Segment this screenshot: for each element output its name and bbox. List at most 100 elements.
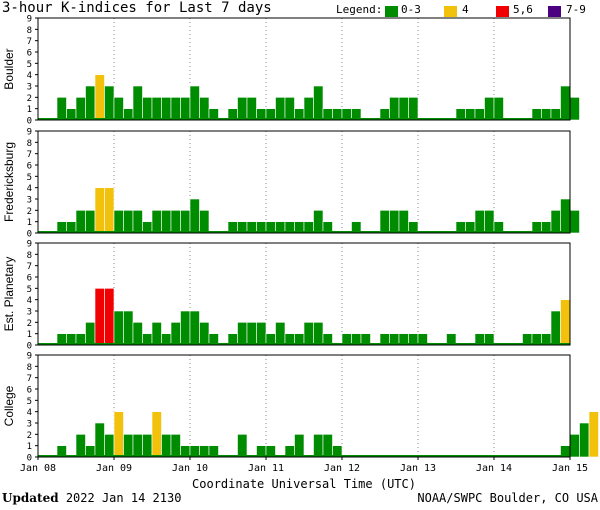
kp-bar (322, 434, 333, 458)
kp-bar (142, 97, 153, 121)
kp-bar (123, 434, 134, 458)
y-tick-label: 0 (27, 117, 32, 127)
kp-bar (85, 210, 96, 234)
kp-bar (484, 210, 495, 234)
y-tick-label: 5 (27, 397, 32, 407)
y-tick-label: 0 (27, 342, 32, 352)
y-tick-label: 2 (27, 431, 32, 441)
y-tick-label: 4 (27, 184, 32, 194)
kp-bar (75, 210, 86, 234)
kp-bar (199, 210, 210, 234)
y-tick-label: 6 (27, 386, 32, 396)
kp-bar (389, 97, 400, 121)
credit-text: NOAA/SWPC Boulder, CO USA (417, 491, 598, 505)
kp-bar (180, 97, 191, 121)
legend-swatch-4 (444, 6, 457, 17)
kp-bar (560, 198, 571, 234)
kp-bar (85, 85, 96, 121)
kp-bar (180, 210, 191, 234)
updated-label: Updated (2, 491, 59, 505)
y-tick-label: 3 (27, 83, 32, 93)
y-tick-label: 4 (27, 408, 32, 418)
kp-bar (132, 434, 143, 458)
kp-bar (113, 97, 124, 121)
kp-bar (313, 322, 324, 346)
kp-bar (237, 322, 248, 346)
y-tick-label: 1 (27, 218, 32, 228)
y-tick-label: 9 (27, 128, 32, 138)
x-tick-label: Jan 15 (552, 463, 588, 474)
y-tick-label: 9 (27, 240, 32, 250)
kp-bar (75, 434, 86, 458)
kp-bar (313, 85, 324, 121)
kp-bar (151, 411, 162, 458)
kp-bar (142, 434, 153, 458)
kp-bar (398, 210, 409, 234)
kp-bar (123, 310, 134, 346)
x-axis-label: Coordinate Universal Time (UTC) (192, 477, 416, 491)
kp-bar (132, 322, 143, 346)
kp-bar (161, 210, 172, 234)
kp-bar (237, 97, 248, 121)
kp-bar (398, 97, 409, 121)
panel-frame (37, 17, 571, 121)
x-tick-label: Jan 12 (324, 463, 360, 474)
kp-bar (256, 322, 267, 346)
y-tick-label: 8 (27, 363, 32, 373)
panel-label-fredericksburg: Fredericksburg (2, 142, 16, 222)
y-tick-label: 9 (27, 352, 32, 362)
updated-value: 2022 Jan 14 2130 (65, 491, 182, 505)
kp-bar (170, 322, 181, 346)
kp-bar (189, 85, 200, 121)
kp-bar (199, 97, 210, 121)
panel-frame (37, 130, 571, 234)
y-tick-label: 5 (27, 173, 32, 183)
x-tick-label: Jan 08 (20, 463, 56, 474)
y-tick-label: 3 (27, 420, 32, 430)
kp-bar (151, 97, 162, 121)
kp-bar (294, 434, 305, 458)
kp-bar (180, 310, 191, 346)
kp-bar (161, 97, 172, 121)
kp-bar (284, 97, 295, 121)
kp-bar (161, 434, 172, 458)
y-tick-label: 7 (27, 37, 32, 47)
y-tick-label: 6 (27, 49, 32, 59)
legend-item-5-6: 5,6 (513, 3, 533, 16)
kp-bar (389, 210, 400, 234)
legend-label: Legend: (336, 3, 383, 16)
kp-bar (85, 322, 96, 346)
kp-bar (151, 322, 162, 346)
kp-bar (246, 97, 257, 121)
kp-bar (569, 210, 580, 234)
kp-bar (303, 97, 314, 121)
kp-bar (132, 210, 143, 234)
y-tick-label: 7 (27, 262, 32, 272)
legend-swatch-0-3 (385, 6, 398, 17)
kp-bar (550, 310, 561, 346)
y-tick-label: 8 (27, 26, 32, 36)
kp-bar (56, 97, 67, 121)
y-tick-label: 0 (27, 454, 32, 464)
kp-bar (104, 85, 115, 121)
kp-bar (104, 288, 115, 346)
kp-bar (75, 97, 86, 121)
panel-label-boulder: Boulder (2, 48, 16, 89)
x-tick-label: Jan 13 (400, 463, 436, 474)
kp-bar (569, 97, 580, 121)
kp-bar (313, 210, 324, 234)
kp-bar (104, 434, 115, 458)
kp-bar (275, 97, 286, 121)
panel-frame (37, 242, 571, 346)
kp-bar (113, 310, 124, 346)
kp-bar (94, 74, 105, 121)
x-tick-label: Jan 10 (172, 463, 208, 474)
y-tick-label: 1 (27, 105, 32, 115)
kp-bar (123, 210, 134, 234)
kp-bar (579, 422, 590, 458)
kp-bar (275, 322, 286, 346)
y-tick-label: 7 (27, 150, 32, 160)
kp-bar (170, 97, 181, 121)
y-tick-label: 6 (27, 274, 32, 284)
